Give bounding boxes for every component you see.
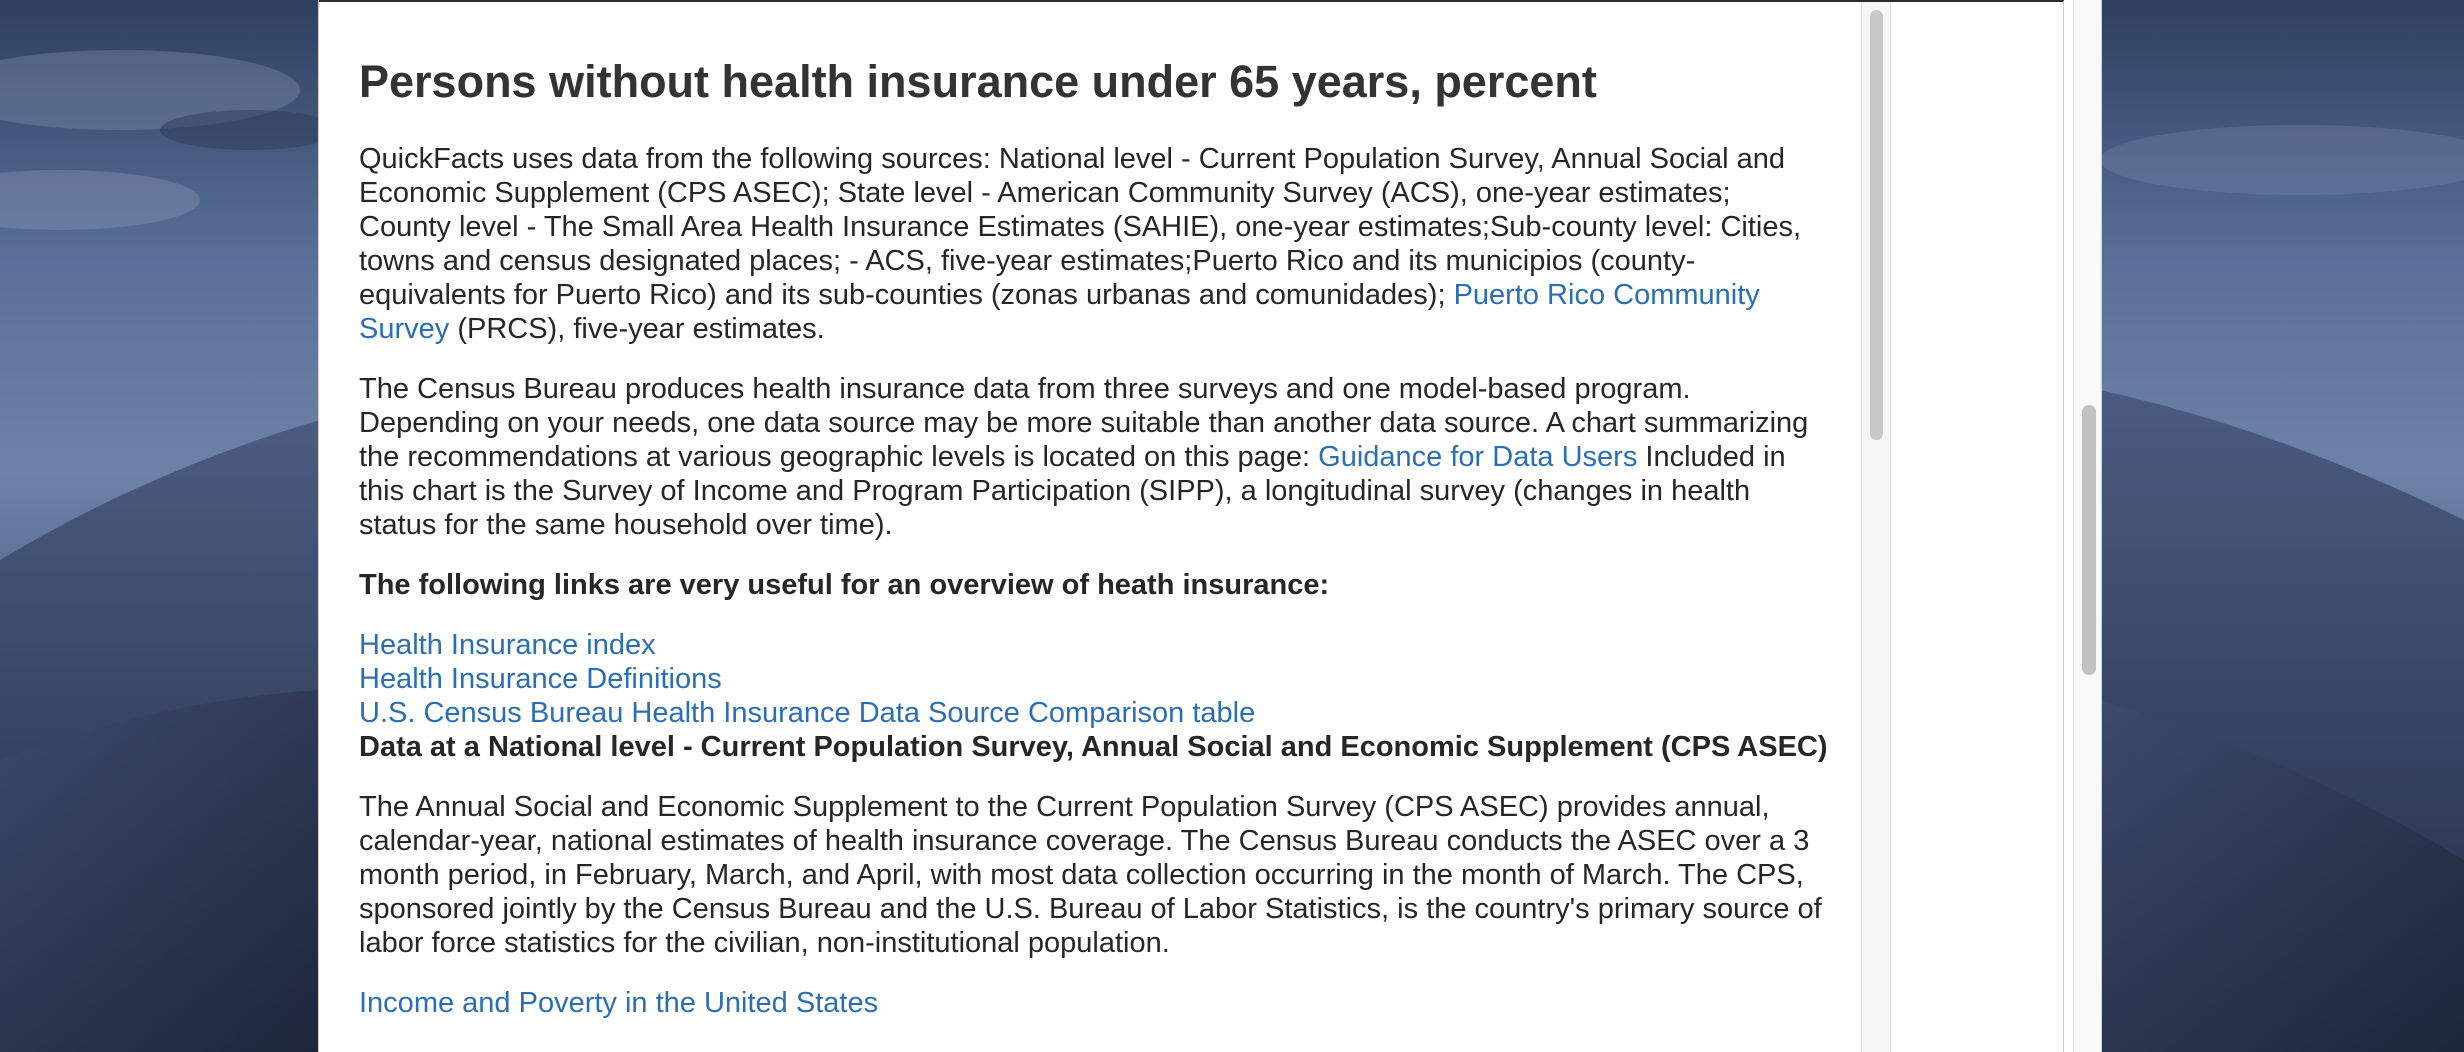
- national-level-paragraph: The Annual Social and Economic Supplemen…: [359, 791, 1822, 959]
- dialog-title: Persons without health insurance under 6…: [359, 56, 1597, 107]
- health-insurance-index-link[interactable]: Health Insurance index: [359, 629, 656, 661]
- sources-paragraph: QuickFacts uses data from the following …: [359, 142, 1829, 346]
- national-level-heading: Data at a National level - Current Popul…: [359, 731, 1828, 763]
- definition-dialog: Persons without health insurance under 6…: [319, 0, 2064, 1052]
- overview-links: Health Insurance index Health Insurance …: [359, 628, 1829, 730]
- data-source-comparison-link[interactable]: U.S. Census Bureau Health Insurance Data…: [359, 697, 1256, 729]
- income-and-poverty-link[interactable]: Income and Poverty in the United States: [359, 987, 879, 1019]
- sources-text-end: (PRCS), five-year estimates.: [449, 313, 825, 345]
- health-insurance-definitions-link[interactable]: Health Insurance Definitions: [359, 663, 722, 695]
- guidance-for-data-users-link[interactable]: Guidance for Data Users: [1318, 441, 1638, 473]
- sources-text: QuickFacts uses data from the following …: [359, 143, 1802, 311]
- page-scrollbar-thumb[interactable]: [2082, 405, 2096, 675]
- puerto-rico-survey-link[interactable]: Puerto Rico Community Survey: [359, 279, 1760, 345]
- page-scrollbar[interactable]: [2073, 0, 2101, 1052]
- census-bureau-text: The Census Bureau produces health insura…: [359, 373, 1809, 473]
- browser-window: Persons without health insurance under 6…: [318, 0, 2102, 1052]
- dialog-scrollbar[interactable]: [1861, 2, 1891, 1052]
- dialog-scrollbar-thumb[interactable]: [1870, 10, 1883, 440]
- census-bureau-text-end: Included in this chart is the Survey of …: [359, 441, 1786, 541]
- dialog-content: Persons without health insurance under 6…: [359, 54, 1829, 1020]
- census-bureau-paragraph: The Census Bureau produces health insura…: [359, 372, 1829, 542]
- links-heading: The following links are very useful for …: [359, 569, 1330, 601]
